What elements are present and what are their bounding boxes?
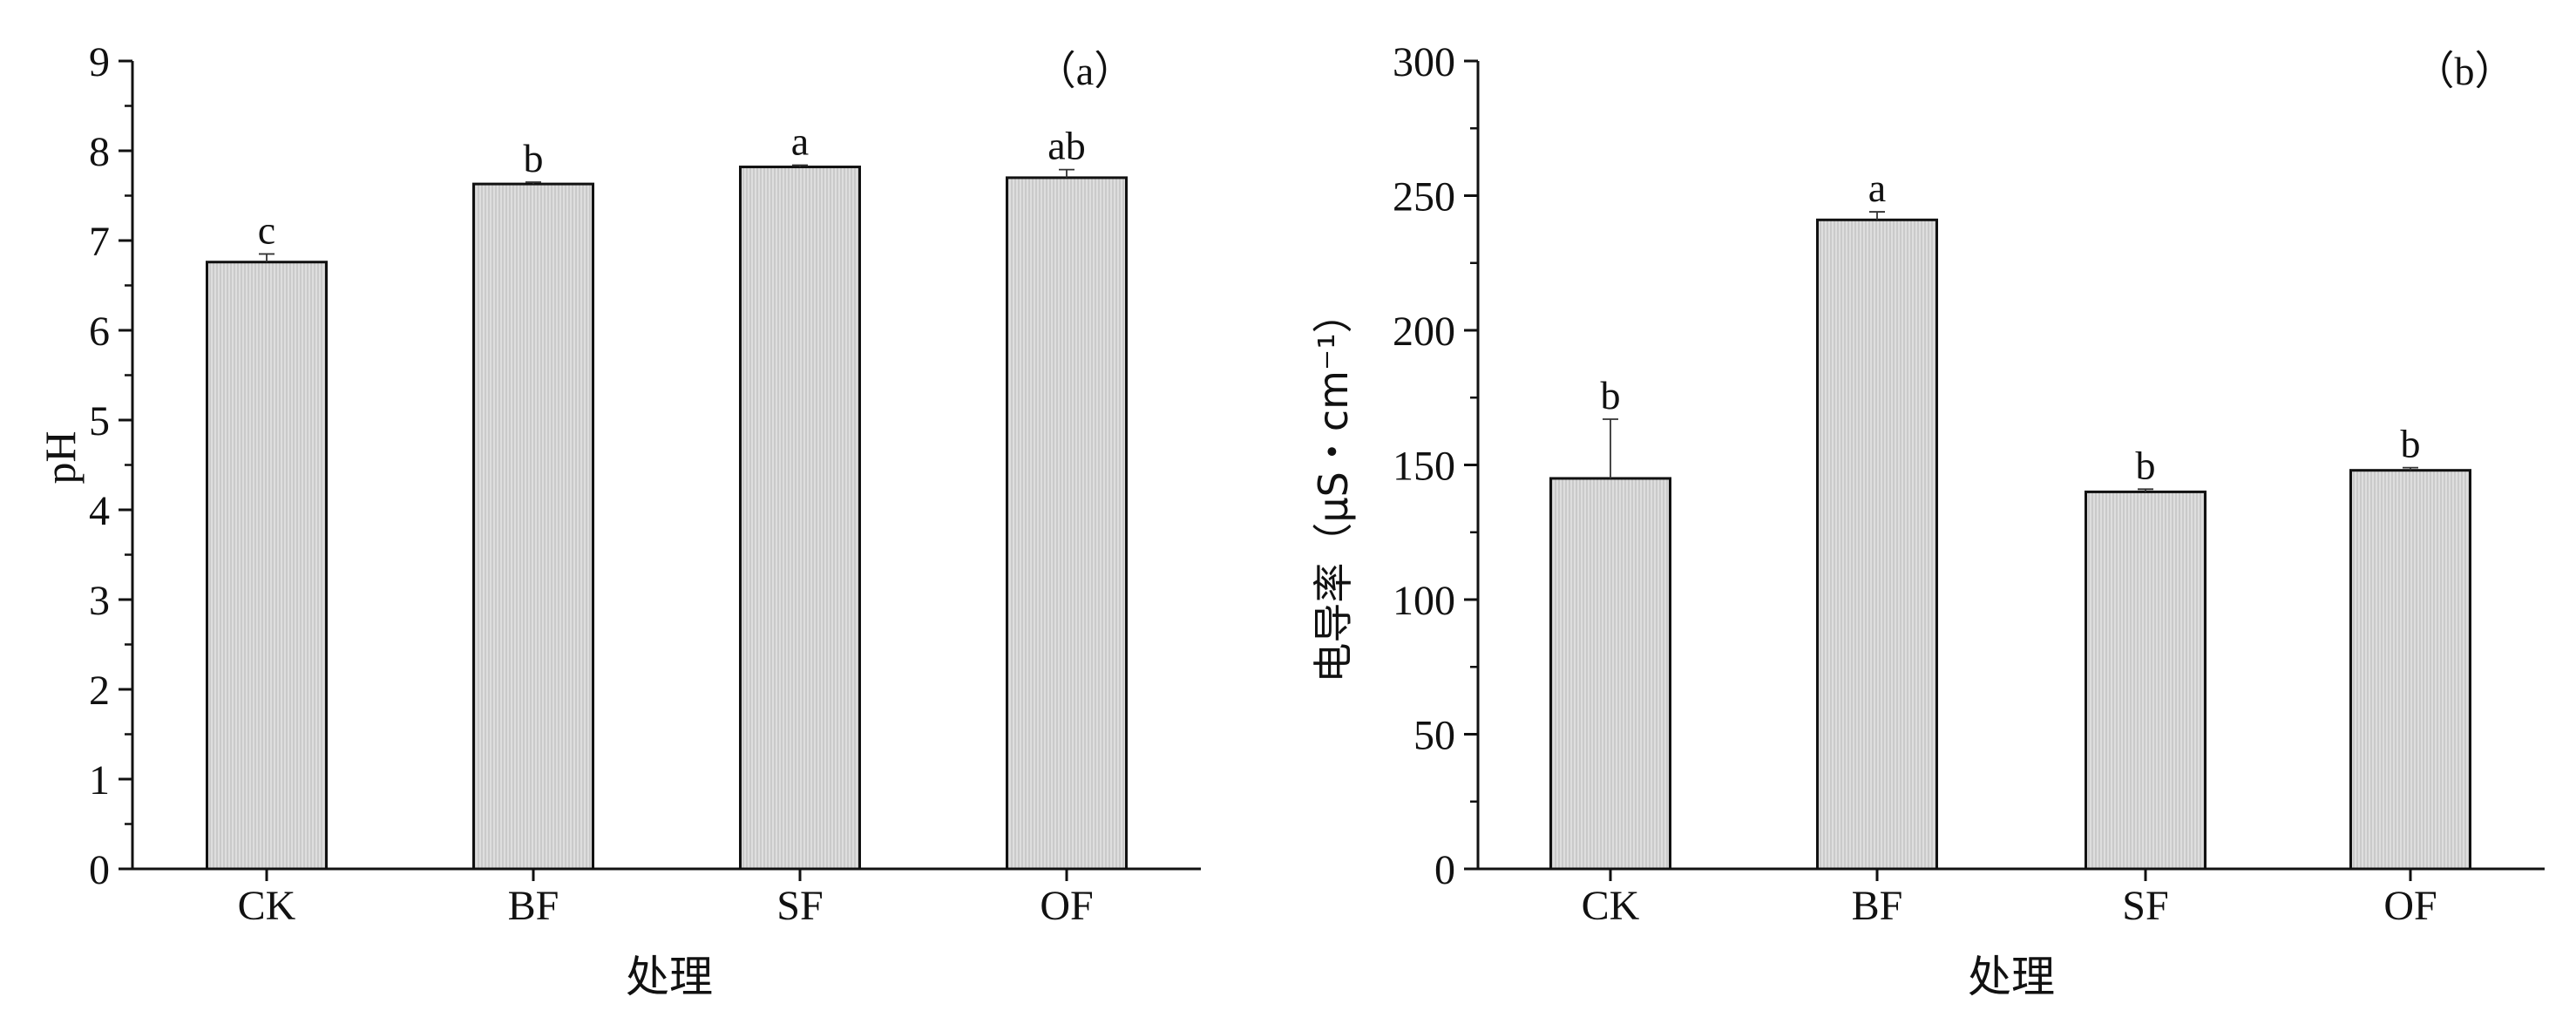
panel-a-y-tick-label: 8 [89,129,110,175]
panel-b-x-axis-title: 处理 [1968,952,2055,1002]
panel-a-y-tick-label: 1 [89,757,110,804]
panel-b-y-tick-label: 200 [1393,309,1455,355]
panel-a-bar-of [1006,176,1128,871]
panel-a-y-tick-label: 2 [89,668,110,714]
panel-a-bar-ck [206,261,328,871]
panel-b-bar-sf [2085,490,2207,871]
panel-a-x-tick-label-sf: SF [776,883,823,929]
panel-a-significance-label-of: ab [1047,124,1085,168]
panel-a-bars: c b a ab [206,119,1128,871]
panel-a-significance-label-sf: a [791,119,809,163]
panel-a-y-tick-label: 7 [89,219,110,265]
panel-a-significance-label-ck: c [258,207,275,252]
panel-b-x-tick-label-of: OF [2383,883,2437,929]
panel-b-y-axis-title: 电导率（μS・cm⁻¹） [1310,293,1357,682]
panel-b-significance-label-sf: b [2136,443,2156,487]
panel-b-bar-ck [1549,477,1671,871]
panel-b-x-tick-label-sf: SF [2122,883,2168,929]
panel-a-y-tick-label: 6 [89,309,110,355]
panel-a-bar-sf [739,166,861,871]
panel-b-x-tick-label-ck: CK [1582,883,1640,929]
chart-panel-a: c b a ab 0 1 2 3 4 5 6 7 8 9 CK BF SF OF （a） 处理 pH [36,39,1201,1002]
panel-a-x-axis-title: 处理 [626,952,713,1002]
panel-b-y-tick-label: 0 [1434,847,1455,893]
panel-a-y-axis-title: pH [36,431,85,484]
panel-b-x-ticks: CK BF SF OF [1582,869,2437,929]
panel-a-x-tick-label-bf: BF [508,883,559,929]
panel-b-significance-label-of: b [2401,422,2421,466]
panel-b-bars: b a b b [1549,166,2471,871]
panel-b-bar-of [2349,469,2471,871]
panel-b-y-ticks: 0 50 100 150 200 250 300 [1393,39,1478,893]
panel-b-significance-label-bf: a [1868,166,1886,210]
panel-a-x-tick-label-ck: CK [238,883,296,929]
panel-b-y-tick-label: 150 [1393,444,1455,490]
panel-b-y-tick-label: 250 [1393,174,1455,220]
panel-a-x-ticks: CK BF SF OF [238,869,1094,929]
panel-b-x-tick-label-bf: BF [1852,883,1903,929]
panel-b-y-tick-label: 50 [1413,713,1455,759]
panel-a-label: （a） [1036,49,1134,93]
panel-a-y-tick-label: 4 [89,488,110,534]
panel-a-y-ticks: 0 1 2 3 4 5 6 7 8 9 [89,39,132,893]
panel-b-y-tick-label: 100 [1393,578,1455,624]
panel-a-y-tick-label: 0 [89,847,110,893]
panel-a-y-tick-label: 9 [89,39,110,85]
panel-b-bar-bf [1816,218,1938,871]
panel-b-significance-label-ck: b [1601,373,1621,417]
panel-a-significance-label-bf: b [524,136,544,180]
panel-a-bar-bf [472,182,594,871]
panel-b-y-tick-label: 300 [1393,39,1455,85]
panel-a-y-tick-label: 3 [89,578,110,624]
panel-a-y-tick-label: 5 [89,398,110,444]
panel-a-x-tick-label-of: OF [1040,883,1093,929]
panel-b-label: （b） [2415,49,2515,93]
